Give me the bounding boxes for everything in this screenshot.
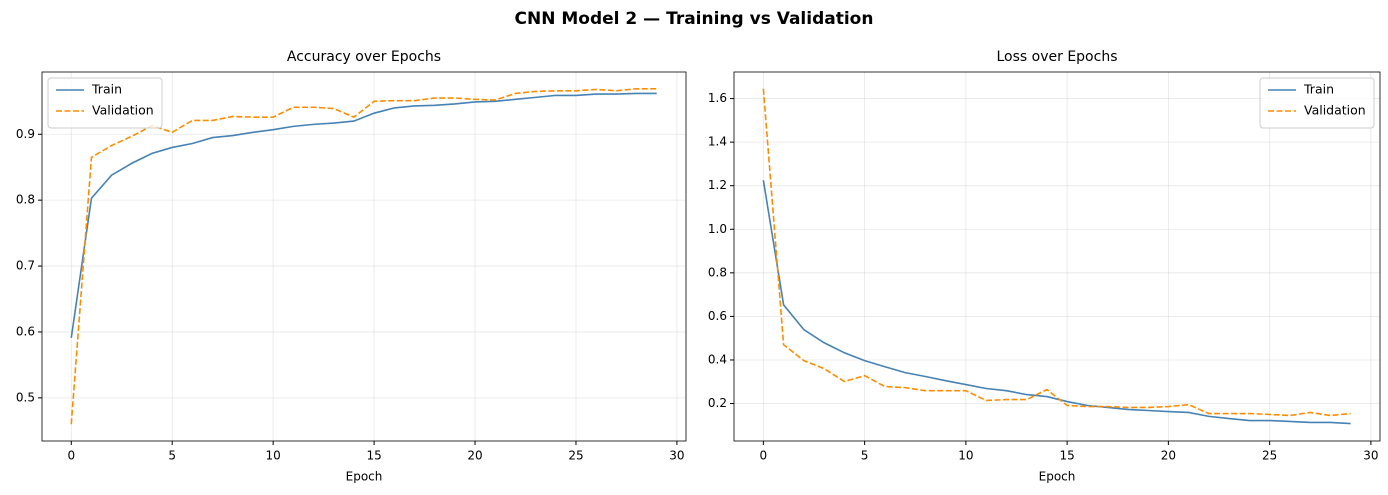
x-tick-label: 0 <box>67 449 75 463</box>
subplot: Loss over Epochs Epoch 0 5 10 15 20 25 30 0.2 0.4 0… <box>708 49 1381 484</box>
x-tick-label: 5 <box>861 449 869 463</box>
y-tick-label: 1.4 <box>708 135 727 149</box>
legend: Train Validation <box>1259 77 1375 129</box>
y-tick-label: 0.8 <box>16 193 35 207</box>
x-tick-label: 5 <box>168 449 176 463</box>
x-tick-label: 30 <box>1363 449 1378 463</box>
y-tick-label: 1.2 <box>708 178 727 192</box>
y-tick-label: 0.6 <box>708 309 727 323</box>
series-line <box>70 92 657 338</box>
y-tick-label: 0.9 <box>16 127 35 141</box>
y-tick-label: 0.2 <box>708 396 727 410</box>
y-tick-label: 0.4 <box>708 352 727 366</box>
axes-frame <box>733 71 1381 442</box>
x-tick-label: 10 <box>958 449 973 463</box>
x-tick-label: 25 <box>1262 449 1277 463</box>
y-tick-label: 1.6 <box>708 91 727 105</box>
y-tick-label: 0.5 <box>16 390 35 404</box>
x-tick-label: 15 <box>1059 449 1074 463</box>
subplot-title: Loss over Epochs <box>997 49 1118 65</box>
x-tick-label: 25 <box>568 449 583 463</box>
legend-label: Train <box>1303 82 1334 97</box>
x-tick-label: 10 <box>266 449 281 463</box>
series-line <box>762 88 1351 417</box>
legend-label: Validation <box>1304 103 1366 118</box>
y-tick-label: 0.8 <box>708 265 727 279</box>
legend-label: Train <box>91 82 122 97</box>
y-tick-label: 0.6 <box>16 324 35 338</box>
x-tick-label: 15 <box>366 449 381 463</box>
x-tick-label: 20 <box>1161 449 1176 463</box>
figure-title: CNN Model 2 — Training vs Validation <box>515 9 874 29</box>
y-tick-label: 0.7 <box>16 259 35 273</box>
x-axis-label: Epoch <box>1039 470 1076 484</box>
series-line <box>762 180 1351 425</box>
series-line <box>70 88 657 425</box>
x-tick-label: 20 <box>467 449 482 463</box>
legend-label: Validation <box>92 103 154 118</box>
x-tick-label: 30 <box>669 449 684 463</box>
subplot-title: Accuracy over Epochs <box>287 49 441 65</box>
x-axis-label: Epoch <box>346 470 383 484</box>
legend: Train Validation <box>47 77 163 129</box>
x-tick-label: 0 <box>760 449 768 463</box>
y-tick-label: 1.0 <box>708 222 727 236</box>
subplot: Accuracy over Epochs Epoch 0 5 10 15 20 25 30 0.5… <box>16 49 687 484</box>
axes-frame <box>41 71 687 442</box>
